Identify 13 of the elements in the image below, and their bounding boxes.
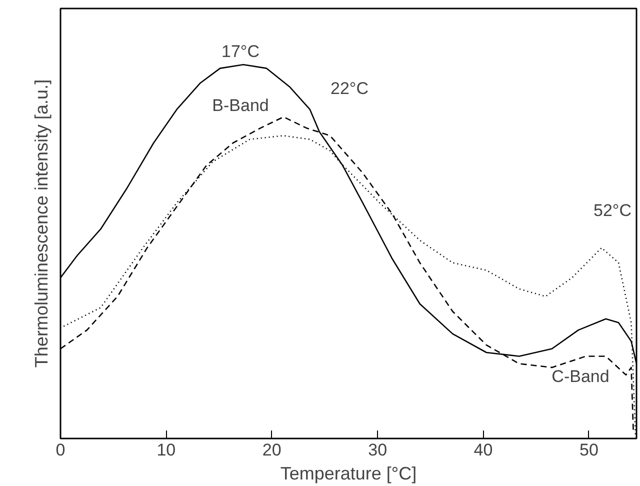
x-tick-label: 50: [579, 440, 598, 460]
x-tick-label: 40: [474, 440, 493, 460]
x-tick-label: 10: [156, 440, 176, 460]
x-tick-label: 0: [56, 440, 66, 460]
annotation: B-Band: [212, 96, 269, 115]
x-tick-label: 30: [368, 440, 388, 460]
annotation: C-Band: [552, 367, 610, 386]
x-axis-title: Temperature [°C]: [280, 464, 417, 484]
text: 17°C: [222, 42, 260, 61]
y-axis-title: Thermoluminescence intensity [a.u.]: [32, 79, 52, 368]
x-tick-label: 20: [262, 440, 282, 460]
annotation: 22°C: [330, 79, 368, 98]
annotation: 52°C: [594, 201, 632, 220]
